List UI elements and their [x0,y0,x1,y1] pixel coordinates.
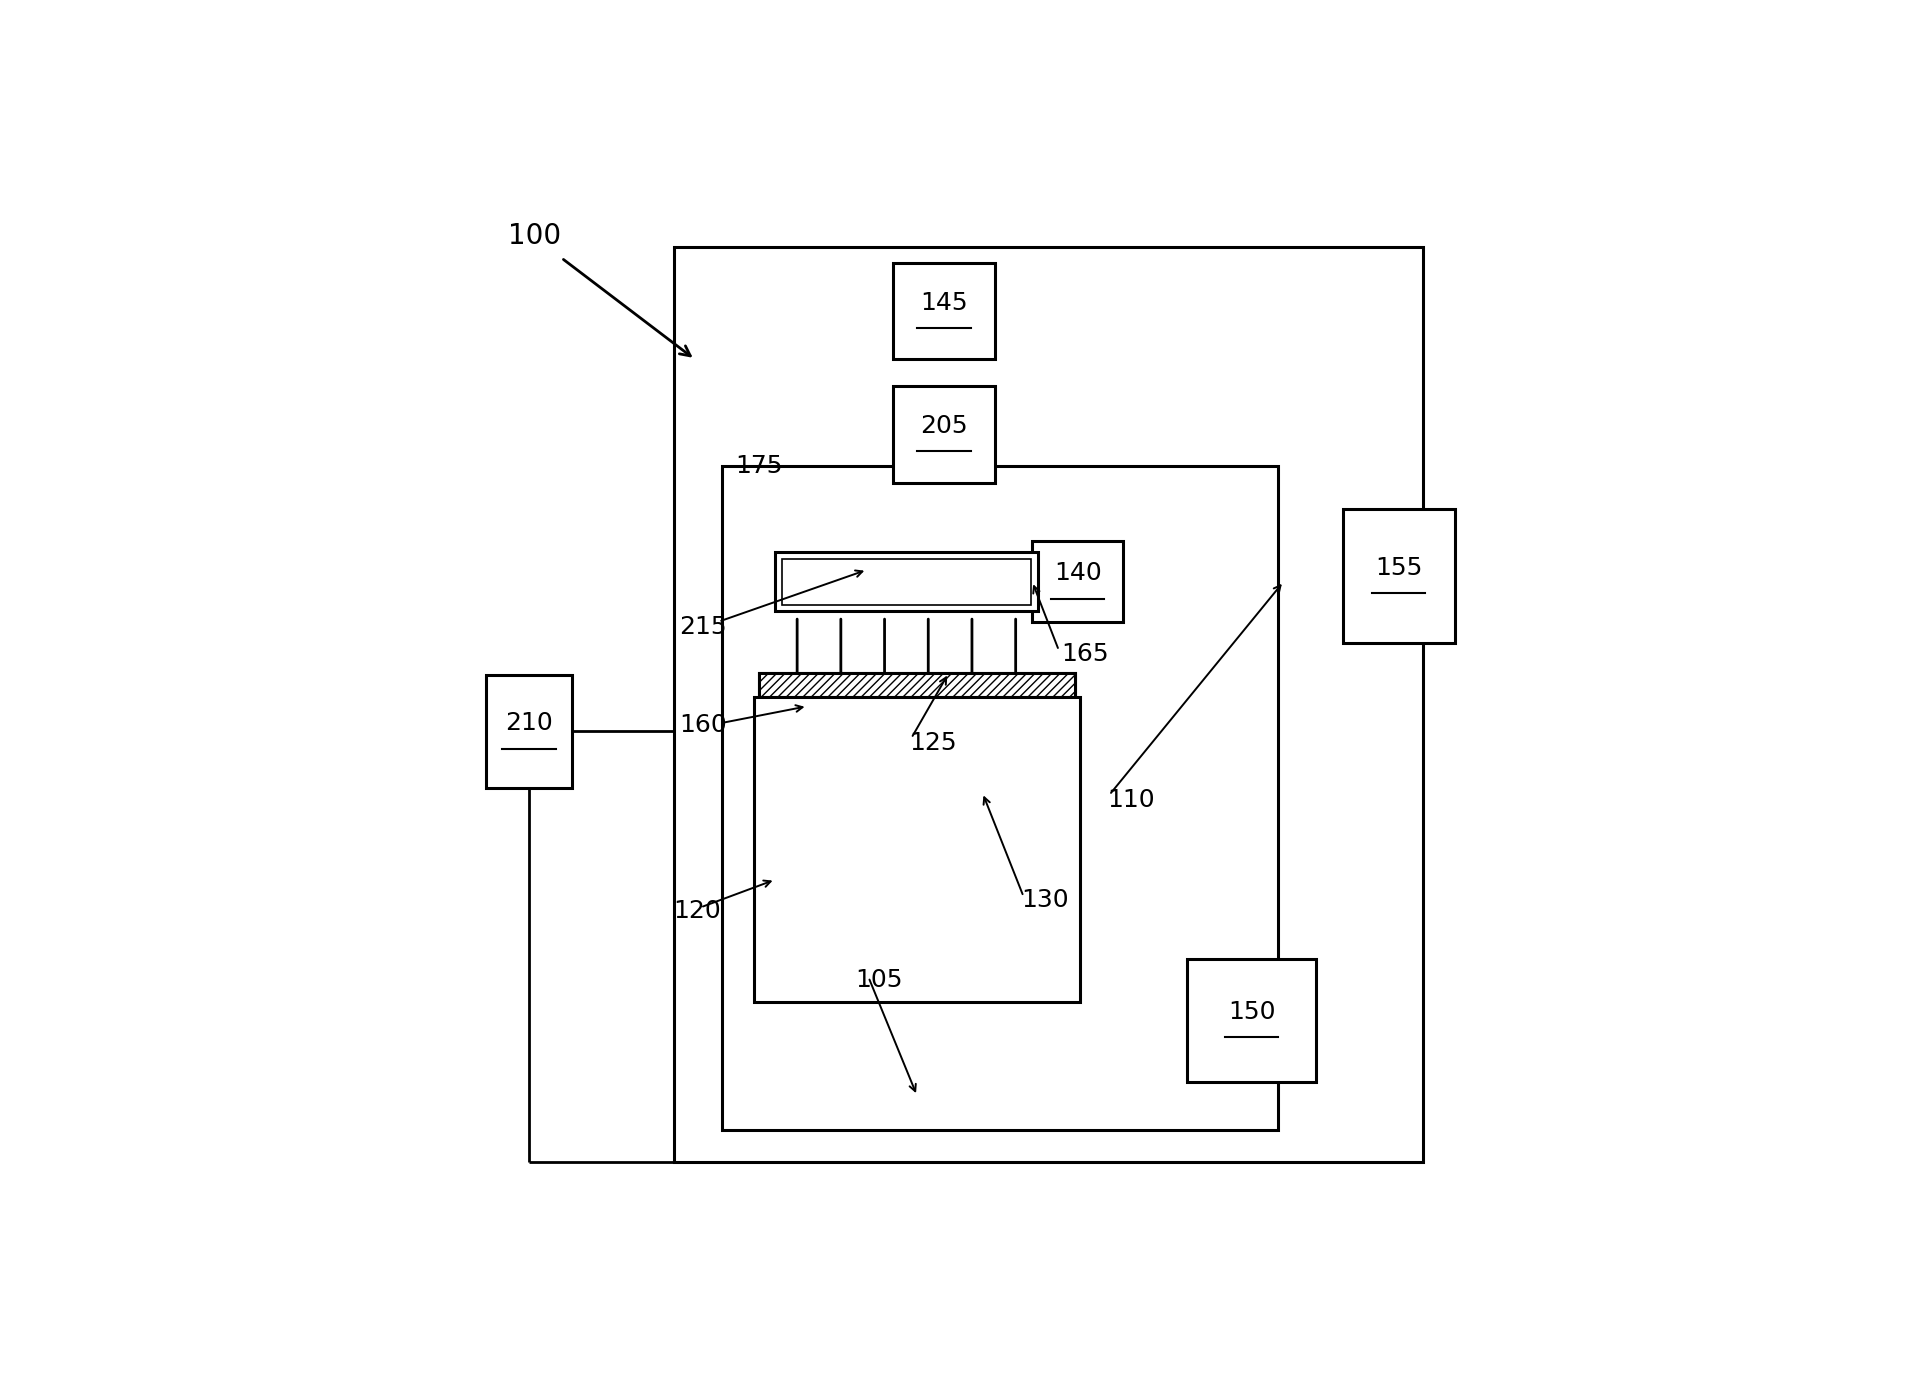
Bar [1187,959,1315,1081]
Bar [1342,509,1455,644]
Bar [1033,542,1123,621]
Text: 100: 100 [507,222,561,250]
Text: 155: 155 [1375,556,1423,580]
Text: 110: 110 [1108,788,1154,812]
Bar [781,559,1031,605]
Text: 205: 205 [920,414,968,438]
Bar [674,247,1423,1162]
Bar [758,673,1075,696]
Text: 175: 175 [735,455,783,478]
Bar [722,467,1279,1130]
Text: 210: 210 [505,710,553,735]
Text: 150: 150 [1227,999,1275,1024]
Bar [893,386,995,482]
Text: 165: 165 [1062,642,1108,666]
Bar [486,676,572,788]
Bar [893,263,995,360]
Bar [758,673,1075,696]
Text: 125: 125 [908,731,956,755]
Text: 145: 145 [920,291,968,314]
Text: 120: 120 [674,899,722,923]
Text: 215: 215 [680,614,726,639]
Text: 140: 140 [1054,562,1102,585]
Text: 105: 105 [856,969,902,992]
Bar [755,696,1081,1002]
Text: 130: 130 [1021,888,1069,912]
Bar [776,552,1037,612]
Text: 160: 160 [680,713,726,738]
